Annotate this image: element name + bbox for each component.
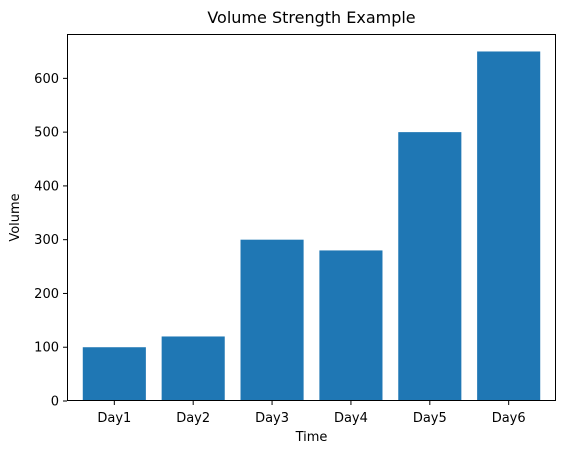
x-tick-label: Day2 bbox=[176, 411, 210, 426]
y-axis-label: Volume bbox=[8, 193, 23, 241]
x-axis-label: Time bbox=[295, 430, 328, 445]
y-tick-label: 300 bbox=[34, 233, 59, 248]
y-tick-label: 0 bbox=[51, 395, 59, 410]
bar-day6 bbox=[477, 51, 541, 401]
y-tick-label: 200 bbox=[34, 287, 59, 302]
bar-day2 bbox=[161, 336, 225, 401]
x-tick-label: Day6 bbox=[492, 411, 526, 426]
bar-day5 bbox=[398, 132, 462, 401]
plot-frame bbox=[67, 34, 556, 401]
y-tick-label: 600 bbox=[34, 72, 59, 87]
x-axis-ticks: Day1 Day2 Day3 Day4 Day5 Day6 bbox=[97, 401, 526, 426]
bar-day4 bbox=[319, 250, 383, 401]
y-tick-label: 500 bbox=[34, 126, 59, 141]
bar-day3 bbox=[240, 239, 304, 401]
y-tick-label: 100 bbox=[34, 341, 59, 356]
x-tick-label: Day5 bbox=[413, 411, 447, 426]
y-tick-label: 400 bbox=[34, 179, 59, 194]
x-tick-label: Day1 bbox=[97, 411, 131, 426]
y-axis-ticks: 0 100 200 300 400 500 600 bbox=[34, 72, 67, 410]
x-tick-label: Day4 bbox=[334, 411, 368, 426]
chart-title: Volume Strength Example bbox=[207, 8, 415, 27]
bars-layer bbox=[82, 51, 541, 401]
x-tick-label: Day3 bbox=[255, 411, 289, 426]
bar-day1 bbox=[82, 347, 146, 401]
